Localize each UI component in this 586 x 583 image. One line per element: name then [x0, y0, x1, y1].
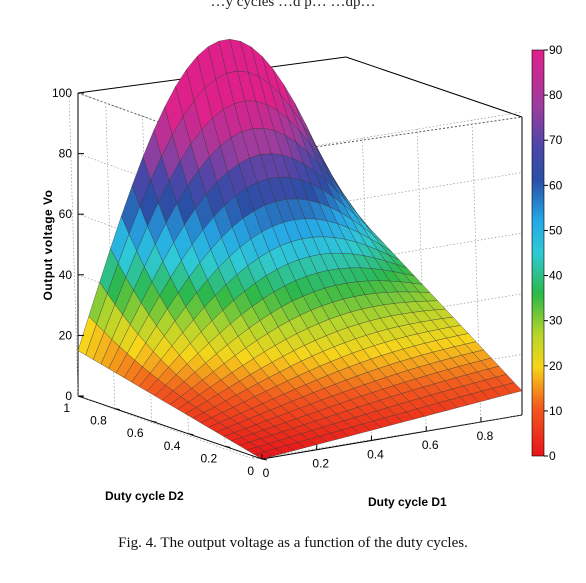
- x-tick-label: 0.8: [477, 429, 494, 443]
- y-tick-mark: [151, 420, 157, 423]
- x-tick-label: 0.6: [422, 438, 439, 452]
- x-tick-label: 0: [263, 466, 270, 480]
- y-axis-line: [77, 395, 263, 460]
- tick-labels: 0 20 40 60 80 100 0 0.2 0.4 0.6 0.8 0 0.2 0.4 0.6 0.8 1: [52, 86, 494, 480]
- colorbar-tick-label: 30: [549, 314, 563, 328]
- surface-patch: [253, 451, 274, 460]
- z-tick-label: 0: [65, 389, 72, 403]
- y-tick-label: 0.4: [164, 439, 181, 453]
- colorbar-tick-label: 70: [549, 133, 563, 147]
- figure-caption: Fig. 4. The output voltage as a function…: [118, 535, 468, 551]
- z-tick-label: 40: [59, 268, 73, 282]
- y-tick-label: 1: [63, 401, 70, 415]
- colorbar: [531, 49, 545, 457]
- colorbar-tick-label: 10: [549, 404, 563, 418]
- y-axis-label: Duty cycle D2: [105, 489, 184, 503]
- y-gridline: [68, 92, 79, 397]
- y-tick-label: 0.8: [90, 414, 107, 428]
- colorbar-tick-label: 60: [549, 178, 563, 192]
- x-axis-label: Duty cycle D1: [368, 495, 447, 509]
- x-gridline: [416, 128, 427, 432]
- y-tick-mark: [225, 445, 231, 448]
- z-tick-label: 20: [59, 328, 73, 342]
- z-gridline: [77, 395, 254, 460]
- y-tick-mark: [261, 458, 268, 461]
- colorbar-ticks: 0 10 20 30 40 50 60 70 80 90: [544, 43, 563, 463]
- colorbar-tick-label: 50: [549, 223, 563, 237]
- cropped-top-text: …y cycles …d p… …dp…: [210, 0, 376, 10]
- y-tick-label: 0.6: [127, 426, 144, 440]
- z-tick-label: 100: [52, 86, 72, 100]
- y-tick-label: 0: [247, 464, 254, 478]
- z-tick-label: 80: [59, 147, 73, 161]
- z-tick-label: 60: [59, 207, 73, 221]
- y-tick-mark: [188, 433, 194, 436]
- y-tick-mark: [77, 395, 84, 398]
- x-tick-label: 0.2: [312, 457, 329, 471]
- y-tick-label: 0.2: [201, 451, 218, 465]
- x-gridline: [471, 118, 482, 422]
- colorbar-tick-label: 80: [549, 88, 563, 102]
- colorbar-tick-label: 0: [549, 449, 556, 463]
- surface-plot: 02040608010000.20.40.60.800.20.40.60.81 …: [41, 38, 563, 509]
- y-tick-mark: [114, 408, 120, 411]
- surface-mesh: [77, 38, 523, 460]
- colorbar-tick-label: 40: [549, 269, 563, 283]
- colorbar-tick-label: 20: [549, 359, 563, 373]
- x-tick-label: 0.4: [367, 447, 384, 461]
- colorbar-tick-label: 90: [549, 43, 563, 57]
- z-axis-label: Output voltage Vo: [41, 190, 55, 301]
- back-top-edge-right: [345, 56, 523, 118]
